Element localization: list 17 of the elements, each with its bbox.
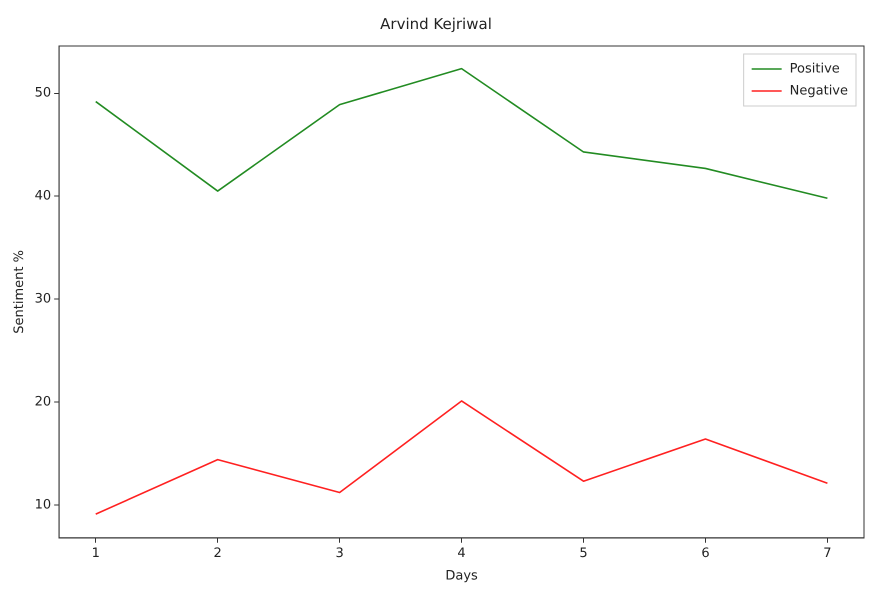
y-tick-label: 50 bbox=[34, 86, 52, 101]
y-tick-label: 40 bbox=[34, 188, 52, 204]
x-tick-label: 7 bbox=[823, 546, 832, 561]
x-tick-label: 3 bbox=[335, 546, 344, 561]
legend-label: Negative bbox=[790, 83, 848, 98]
x-tick-label: 2 bbox=[214, 546, 222, 561]
x-tick-label: 1 bbox=[92, 546, 100, 561]
x-tick-label: 4 bbox=[457, 546, 466, 561]
x-tick-label: 5 bbox=[579, 546, 588, 561]
y-tick-label: 20 bbox=[34, 394, 52, 410]
y-tick-label: 30 bbox=[34, 291, 52, 306]
y-tick-label: 10 bbox=[34, 497, 52, 512]
legend-label: Positive bbox=[790, 61, 840, 76]
x-axis-title: Days bbox=[445, 568, 478, 584]
chart-title: Arvind Kejriwal bbox=[380, 14, 492, 33]
x-tick-label: 6 bbox=[701, 546, 710, 561]
y-axis-title: Sentiment % bbox=[12, 250, 28, 334]
